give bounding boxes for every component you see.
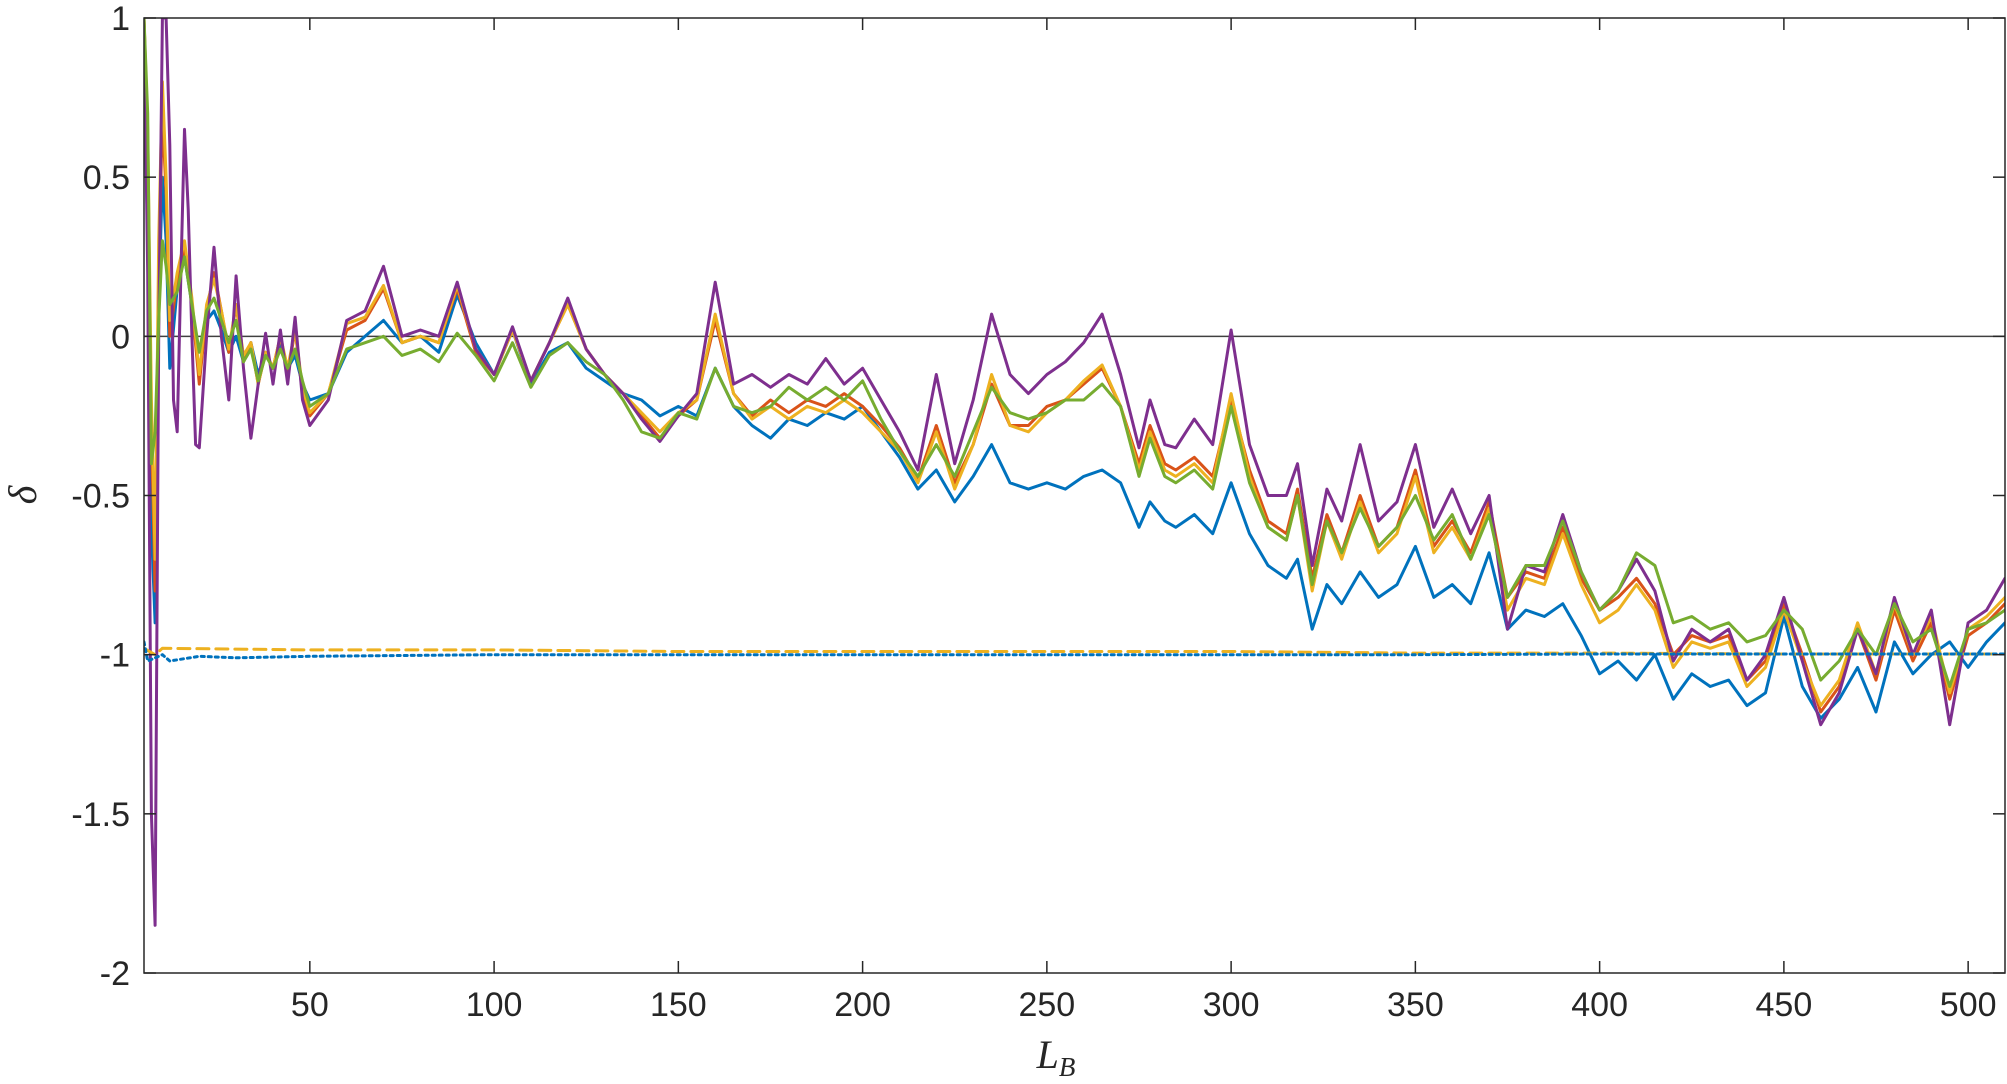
y-tick-label: -2 — [100, 955, 130, 993]
x-tick-label: 50 — [291, 986, 329, 1024]
series-layer — [144, 18, 2005, 927]
y-tick-label: 0 — [111, 318, 130, 356]
x-tick-label: 250 — [1018, 986, 1075, 1024]
y-tick-label: -1 — [100, 637, 130, 675]
y-tick-label: -1.5 — [71, 796, 130, 834]
series-line-7 — [144, 640, 2005, 663]
x-tick-label: 150 — [650, 986, 707, 1024]
x-axis: 50 100 150 200 250 300 350 400 450 500 — [291, 18, 1997, 1024]
x-tick-label: 450 — [1756, 986, 1813, 1024]
x-tick-label: 350 — [1387, 986, 1444, 1024]
series-line-6 — [144, 646, 2005, 657]
x-tick-label: 200 — [834, 986, 891, 1024]
plot-area — [144, 18, 2005, 973]
x-tick-label: 500 — [1940, 986, 1997, 1024]
y-axis-label: δ — [0, 484, 45, 504]
x-axis-label: LB — [1036, 1032, 1076, 1082]
y-tick-label: 0.5 — [83, 159, 130, 197]
y-axis: 1 0.5 0 -0.5 -1 -1.5 -2 — [71, 0, 2005, 993]
y-tick-label: -0.5 — [71, 478, 130, 516]
y-tick-label: 1 — [111, 0, 130, 38]
series-line-3 — [144, 18, 2005, 708]
x-tick-label: 400 — [1571, 986, 1628, 1024]
x-tick-label: 100 — [466, 986, 523, 1024]
x-tick-label: 300 — [1203, 986, 1260, 1024]
series-line-5 — [144, 18, 2005, 688]
